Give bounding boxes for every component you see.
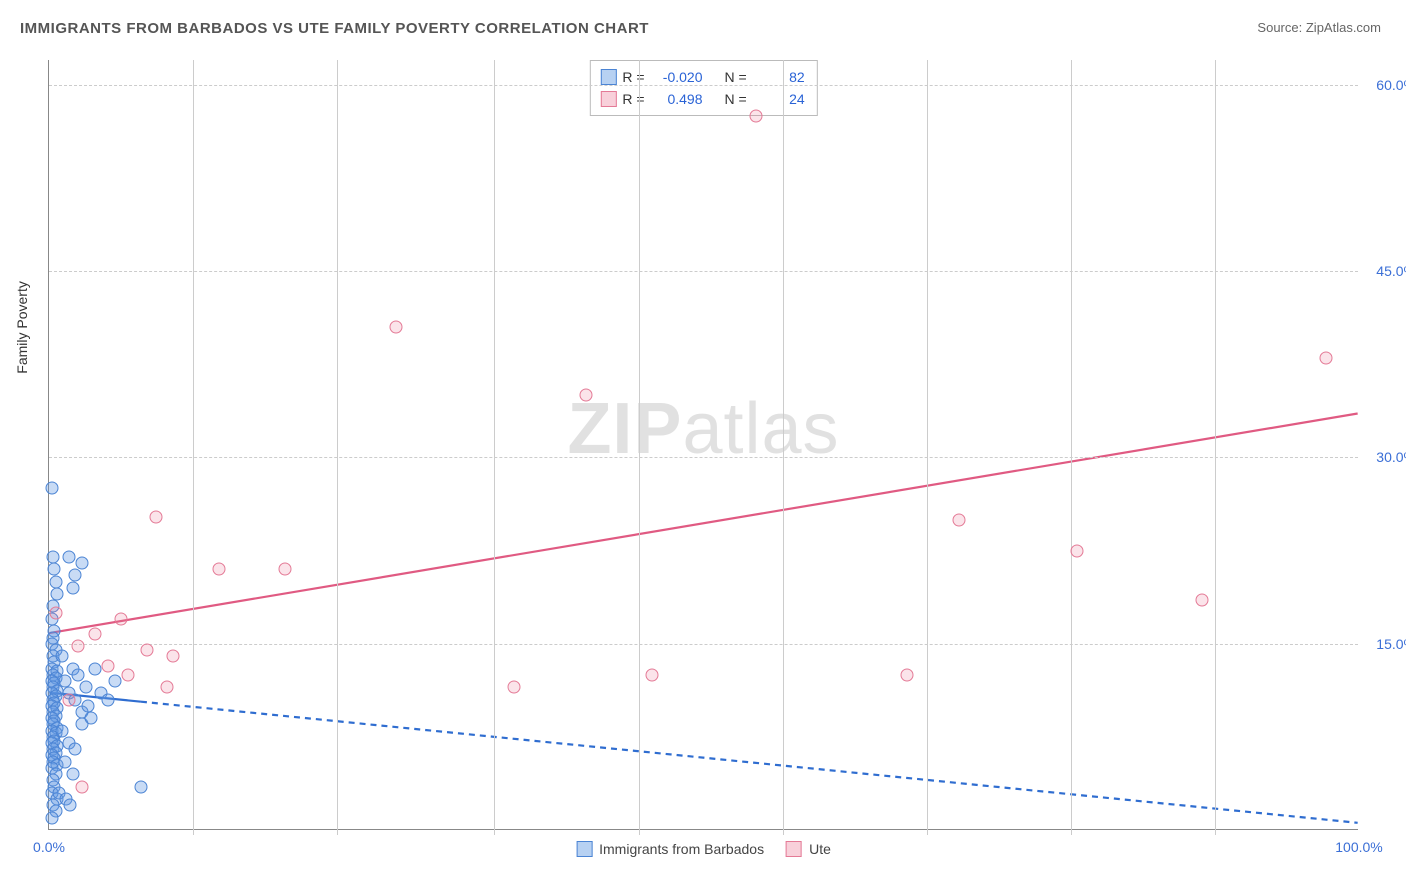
data-point	[508, 681, 521, 694]
swatch-blue-icon	[600, 69, 616, 85]
data-point	[75, 556, 88, 569]
data-point	[101, 660, 114, 673]
data-point	[278, 563, 291, 576]
data-point	[580, 389, 593, 402]
legend-label-blue: Immigrants from Barbados	[599, 841, 764, 857]
data-point	[49, 575, 62, 588]
data-point	[58, 674, 71, 687]
gridline-v	[1071, 60, 1072, 835]
data-point	[75, 780, 88, 793]
data-point	[141, 643, 154, 656]
regression-lines-layer	[49, 60, 1358, 829]
gridline-h	[49, 644, 1358, 645]
r-label: R =	[622, 91, 644, 107]
r-value-pink: 0.498	[651, 91, 703, 107]
n-value-pink: 24	[753, 91, 805, 107]
y-tick-label: 60.0%	[1376, 77, 1406, 93]
source-label: Source:	[1257, 20, 1302, 35]
data-point	[1195, 594, 1208, 607]
data-point	[101, 693, 114, 706]
y-tick-label: 45.0%	[1376, 263, 1406, 279]
data-point	[46, 550, 59, 563]
data-point	[71, 668, 84, 681]
data-point	[167, 650, 180, 663]
data-point	[115, 612, 128, 625]
legend-item-blue: Immigrants from Barbados	[576, 841, 764, 857]
data-point	[69, 743, 82, 756]
gridline-v	[337, 60, 338, 835]
legend-row-pink: R = 0.498 N = 24	[600, 88, 804, 110]
data-point	[750, 109, 763, 122]
data-point	[88, 662, 101, 675]
data-point	[150, 511, 163, 524]
gridline-v	[1215, 60, 1216, 835]
data-point	[134, 780, 147, 793]
legend-label-pink: Ute	[809, 841, 831, 857]
data-point	[108, 674, 121, 687]
data-point	[49, 606, 62, 619]
data-point	[69, 569, 82, 582]
gridline-v	[783, 60, 784, 835]
data-point	[48, 563, 61, 576]
data-point	[953, 513, 966, 526]
n-label: N =	[725, 69, 747, 85]
data-point	[160, 681, 173, 694]
data-point	[82, 699, 95, 712]
legend-item-pink: Ute	[786, 841, 831, 857]
data-point	[901, 668, 914, 681]
gridline-v	[494, 60, 495, 835]
data-point	[56, 650, 69, 663]
data-point	[63, 799, 76, 812]
data-point	[62, 693, 75, 706]
gridline-h	[49, 457, 1358, 458]
source-attribution: Source: ZipAtlas.com	[1257, 20, 1381, 35]
regression-line-solid	[49, 413, 1357, 633]
r-value-blue: -0.020	[651, 69, 703, 85]
source-name: ZipAtlas.com	[1306, 20, 1381, 35]
swatch-pink-icon	[786, 841, 802, 857]
data-point	[84, 712, 97, 725]
series-legend: Immigrants from Barbados Ute	[576, 841, 831, 857]
y-tick-label: 30.0%	[1376, 449, 1406, 465]
r-label: R =	[622, 69, 644, 85]
data-point	[45, 811, 58, 824]
data-point	[213, 563, 226, 576]
data-point	[88, 627, 101, 640]
gridline-v	[193, 60, 194, 835]
n-value-blue: 82	[753, 69, 805, 85]
swatch-blue-icon	[576, 841, 592, 857]
gridline-h	[49, 271, 1358, 272]
y-tick-label: 15.0%	[1376, 636, 1406, 652]
y-axis-label: Family Poverty	[14, 281, 30, 374]
gridline-h	[49, 85, 1358, 86]
gridline-v	[639, 60, 640, 835]
data-point	[79, 681, 92, 694]
data-point	[56, 724, 69, 737]
data-point	[45, 482, 58, 495]
scatter-plot-area: ZIPatlas R = -0.020 N = 82 R = 0.498 N =…	[48, 60, 1358, 830]
data-point	[121, 668, 134, 681]
data-point	[66, 768, 79, 781]
data-point	[62, 550, 75, 563]
swatch-pink-icon	[600, 91, 616, 107]
x-tick-label: 100.0%	[1335, 839, 1382, 855]
data-point	[1071, 544, 1084, 557]
data-point	[71, 640, 84, 653]
data-point	[58, 755, 71, 768]
data-point	[66, 581, 79, 594]
regression-line-dashed	[141, 702, 1358, 823]
data-point	[50, 588, 63, 601]
n-label: N =	[725, 91, 747, 107]
data-point	[390, 321, 403, 334]
gridline-v	[927, 60, 928, 835]
x-tick-label: 0.0%	[33, 839, 65, 855]
chart-title: IMMIGRANTS FROM BARBADOS VS UTE FAMILY P…	[20, 20, 649, 37]
data-point	[1320, 352, 1333, 365]
data-point	[645, 668, 658, 681]
